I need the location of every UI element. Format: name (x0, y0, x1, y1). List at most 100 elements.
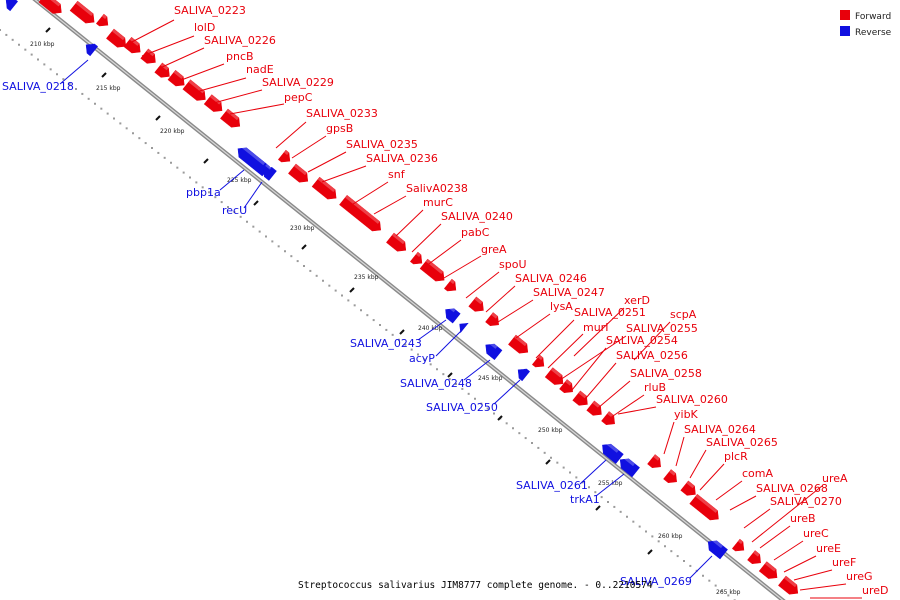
tick-label: 265 kbp (716, 589, 741, 596)
reverse-gene-label: recU (222, 204, 247, 217)
forward-label-leader (633, 321, 671, 361)
scale-dot (290, 255, 293, 258)
forward-gene-label: SALIVA_0240 (441, 210, 513, 223)
forward-label-leader (465, 271, 500, 299)
gene-arrow (38, 0, 62, 14)
forward-gene-arrow (468, 296, 484, 312)
scale-dot (588, 486, 590, 489)
forward-gene-label: pepC (284, 91, 313, 104)
gene-arrow (586, 400, 602, 416)
forward-gene-arrow (544, 367, 564, 385)
gene-arrow (619, 458, 640, 478)
scale-dot (664, 545, 666, 548)
scale-dot (0, 29, 1, 31)
forward-label-leader (547, 333, 584, 369)
gene-shine (565, 379, 572, 386)
scale-dot (138, 137, 141, 140)
scale-dot (258, 230, 261, 233)
gene-arrow (544, 367, 564, 385)
forward-gene-label: SALIVA_0233 (306, 107, 378, 120)
gene-shine (101, 14, 107, 20)
scale-dot (670, 550, 673, 553)
forward-label-leader (411, 223, 442, 253)
scale-dot (144, 142, 147, 145)
scale-dot (714, 584, 717, 587)
reverse-gene-label: SALIVA_0269 (620, 575, 692, 588)
forward-gene-arrow (680, 480, 696, 496)
scale-dot (100, 107, 103, 110)
scale-dot (461, 387, 464, 390)
gene-shine (491, 312, 498, 319)
gene-arrow (85, 43, 99, 57)
reverse-gene-arrow (5, 0, 19, 12)
gene-arrow (602, 443, 624, 464)
scale-dot (721, 589, 723, 592)
gene-arrow (468, 296, 484, 312)
reverse-gene-arrow (602, 440, 624, 464)
gene-shine (592, 400, 601, 409)
forward-label-leader (573, 307, 625, 357)
gene-arrow (689, 493, 719, 521)
forward-label-leader (485, 285, 516, 313)
reverse-gene-label: pbp1a (186, 186, 221, 199)
scale-dot (379, 324, 381, 326)
forward-gene-arrow (443, 278, 457, 292)
scale-dot (353, 304, 356, 307)
forward-gene-arrow (203, 94, 223, 112)
forward-gene-label: ureG (846, 570, 873, 583)
tick-label: 235 kbp (354, 274, 379, 281)
gene-shine (686, 480, 695, 489)
gene-arrow (5, 0, 19, 12)
forward-label-leader (751, 485, 823, 543)
scale-dot (328, 284, 331, 287)
scale-dot (708, 579, 711, 582)
gene-arrow (508, 334, 529, 354)
forward-gene-label: plcR (724, 450, 748, 463)
forward-label-leader (141, 35, 195, 57)
forward-gene-arrow (586, 400, 602, 416)
scale-dot (132, 132, 134, 135)
tick-label: 250 kbp (538, 427, 563, 434)
gene-arrow (220, 108, 241, 128)
forward-label-leader (275, 121, 307, 149)
reverse-label-leader (579, 459, 607, 485)
forward-gene-arrow (689, 493, 719, 521)
legend-forward-swatch (840, 10, 850, 20)
forward-gene-arrow (731, 538, 745, 552)
scale-dot (24, 48, 27, 51)
gene-shine (345, 195, 380, 224)
forward-gene-label: ureE (816, 542, 841, 555)
scale-dot (600, 496, 603, 499)
scale-dot (594, 491, 597, 494)
forward-label-leader (783, 555, 817, 573)
scale-tick (101, 72, 107, 78)
tick-label: 230 kbp (290, 225, 315, 232)
forward-label-leader (291, 135, 327, 159)
gene-shine (653, 454, 660, 461)
scale-dot (119, 122, 122, 125)
scale-dot (423, 358, 426, 361)
scale-dot (182, 171, 185, 174)
gene-shine (737, 539, 743, 545)
scale-dot (252, 225, 255, 228)
scale-dot (75, 88, 77, 90)
scale-dot (702, 574, 704, 577)
forward-label-leader (373, 195, 407, 215)
forward-gene-label: SalivA0238 (406, 182, 468, 195)
scale-dot (657, 540, 660, 543)
gene-shine (550, 367, 563, 378)
forward-label-leader (559, 335, 627, 381)
forward-gene-label: pncB (226, 50, 254, 63)
scale-tick (399, 329, 405, 335)
gene-shine (188, 79, 205, 94)
scale-dot (201, 186, 204, 189)
scale-dot (189, 176, 191, 179)
forward-gene-label: SALIVA_0264 (684, 423, 756, 436)
gene-shine (44, 0, 61, 7)
gene-arrow (409, 251, 423, 265)
forward-gene-label: lysA (550, 300, 573, 313)
scale-dot (613, 505, 616, 508)
forward-gene-label: ureD (862, 584, 889, 597)
gene-shine (392, 233, 405, 245)
scale-dot (524, 437, 527, 440)
